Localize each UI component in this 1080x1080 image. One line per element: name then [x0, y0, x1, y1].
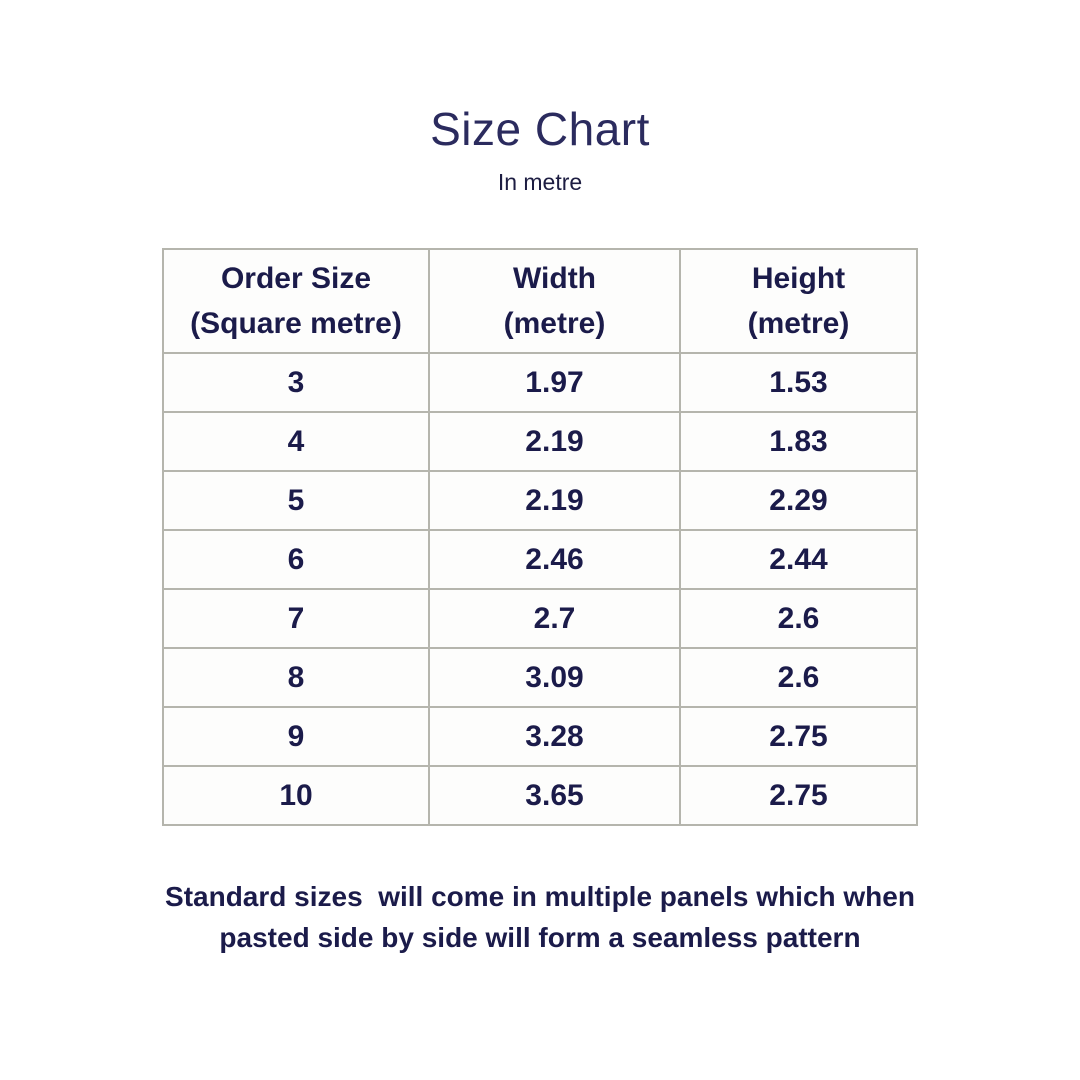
- table-cell-order-size: 9: [162, 706, 430, 767]
- table-cell-height: 2.44: [679, 529, 918, 590]
- header-label-line: (Square metre): [190, 307, 402, 340]
- table-cell-order-size: 4: [162, 411, 430, 472]
- table-cell-height: 2.29: [679, 470, 918, 531]
- table-row: 8 3.09 2.6: [162, 647, 918, 708]
- table-cell-order-size: 5: [162, 470, 430, 531]
- table-row: 9 3.28 2.75: [162, 706, 918, 767]
- table-cell-order-size: 8: [162, 647, 430, 708]
- header-label-line: Width: [512, 262, 597, 295]
- table-cell-width: 3.28: [428, 706, 681, 767]
- header-width: Width (metre): [428, 248, 681, 354]
- footer-note-line2: pasted side by side will form a seamless…: [219, 922, 861, 954]
- table-row: 5 2.19 2.29: [162, 470, 918, 531]
- table-cell-height: 2.75: [679, 706, 918, 767]
- table-cell-height: 2.6: [679, 647, 918, 708]
- header-label-line: Height: [751, 262, 846, 295]
- table-row: 3 1.97 1.53: [162, 352, 918, 413]
- table-cell-height: 1.83: [679, 411, 918, 472]
- header-label-line: (metre): [747, 307, 850, 340]
- table-cell-order-size: 3: [162, 352, 430, 413]
- table-cell-order-size: 7: [162, 588, 430, 649]
- table-row: 4 2.19 1.83: [162, 411, 918, 472]
- table-header-row: Order Size (Square metre) Width (metre) …: [162, 248, 918, 354]
- header-label-line: Order Size: [220, 262, 372, 295]
- table-row: 6 2.46 2.44: [162, 529, 918, 590]
- header-height: Height (metre): [679, 248, 918, 354]
- table-cell-width: 1.97: [428, 352, 681, 413]
- footer-note-line1: Standard sizes will come in multiple pan…: [165, 881, 915, 912]
- table-cell-width: 2.19: [428, 470, 681, 531]
- table-cell-width: 2.19: [428, 411, 681, 472]
- table-row: 10 3.65 2.75: [162, 765, 918, 826]
- page-subtitle: In metre: [497, 169, 583, 195]
- table-cell-width: 3.09: [428, 647, 681, 708]
- table-row: 7 2.7 2.6: [162, 588, 918, 649]
- table-cell-width: 2.7: [428, 588, 681, 649]
- header-order-size: Order Size (Square metre): [162, 248, 430, 354]
- table-cell-height: 1.53: [679, 352, 918, 413]
- table-cell-order-size: 6: [162, 529, 430, 590]
- header-label-line: (metre): [503, 307, 606, 340]
- table-cell-height: 2.75: [679, 765, 918, 826]
- page-title: Size Chart: [430, 103, 650, 155]
- table-cell-height: 2.6: [679, 588, 918, 649]
- size-chart-table: Order Size (Square metre) Width (metre) …: [162, 248, 918, 826]
- table-cell-order-size: 10: [162, 765, 430, 826]
- table-cell-width: 2.46: [428, 529, 681, 590]
- footer-note: Standard sizes will come in multiple pan…: [90, 876, 990, 958]
- table-cell-width: 3.65: [428, 765, 681, 826]
